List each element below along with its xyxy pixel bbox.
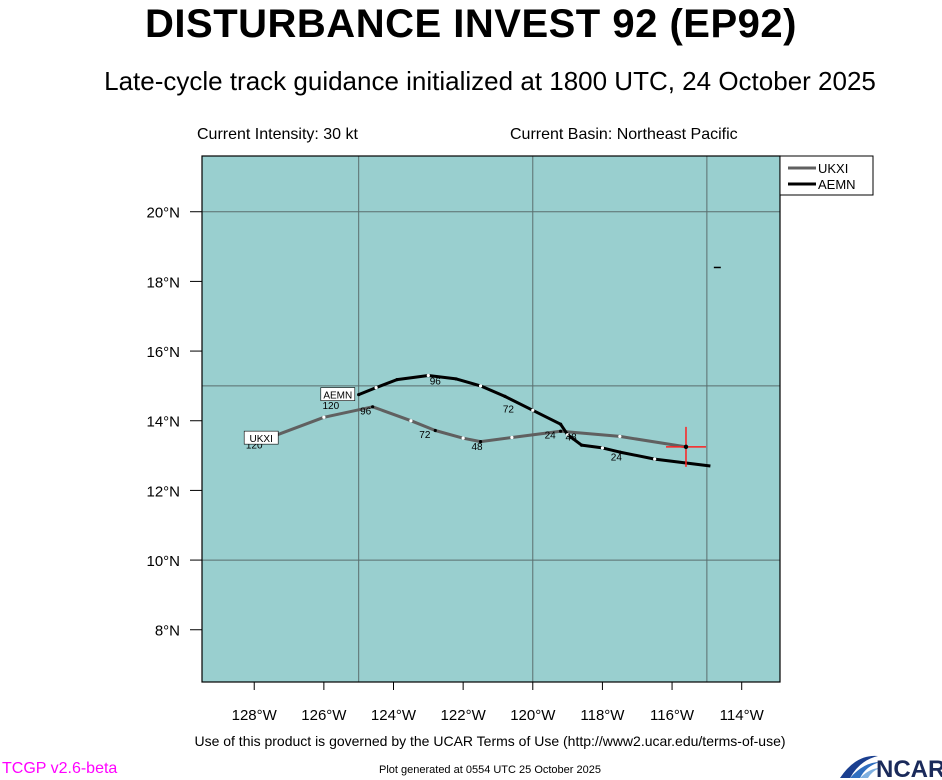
track-point [559,429,563,433]
track-point [600,446,605,450]
track-point [454,377,458,381]
track-point [559,422,563,426]
track-end-label-box [320,387,356,401]
forecast-hour-label: 72 [503,405,515,416]
track-point [618,434,622,439]
legend-label: UKXI [818,161,848,176]
ocean-area [202,156,780,682]
forecast-hour-label: 48 [472,442,484,453]
lat-tick-label: 16°N [146,344,180,361]
lat-tick-label: 20°N [146,205,180,222]
track-point [579,443,584,447]
track-point [566,433,570,437]
lon-tick-label: 124°W [371,707,417,724]
lat-tick-label: 14°N [146,414,180,431]
ncar-logo-text: NCAR [876,756,942,780]
lon-tick-label: 128°W [232,707,278,724]
forecast-hour-label: 120 [322,401,339,412]
track-point [618,450,622,454]
lon-tick-label: 116°W [650,707,695,724]
lon-tick-label: 126°W [301,707,347,724]
track-point [374,386,378,390]
forecast-hour-label: 24 [545,431,557,442]
lon-tick-label: 118°W [580,707,625,724]
lat-tick-label: 10°N [146,553,180,570]
page-subtitle: Late-cycle track guidance initialized at… [104,66,876,96]
lat-tick-label: 12°N [146,483,180,500]
page-title: DISTURBANCE INVEST 92 (EP92) [145,2,797,46]
ncar-logo: NCAR [840,755,942,780]
current-basin: Current Basin: Northeast Pacific [510,126,738,143]
forecast-hour-label: 96 [430,377,442,388]
forecast-hour-label: 72 [419,430,431,441]
current-position-dot [683,444,689,450]
track-point [409,419,413,423]
track-point [503,394,507,398]
track-end-label: UKXI [250,434,273,445]
track-point [653,457,657,461]
track-point [426,373,430,378]
track-point [510,435,514,440]
lon-tick-label: 114°W [720,707,765,724]
track-point [395,378,399,382]
forecast-hour-label: 96 [360,406,372,417]
track-end-label: AEMN [323,391,352,402]
lon-tick-label: 120°W [510,707,556,724]
track-point [478,384,483,388]
forecast-hour-label: 48 [566,432,578,443]
track-point [357,393,361,397]
lon-tick-label: 122°W [441,707,487,724]
version-label: TCGP v2.6-beta [2,760,118,777]
track-end-label-box [243,430,279,445]
legend-box [779,155,874,196]
map-frame [201,155,781,683]
track-point [461,436,465,440]
track-point [531,408,535,412]
plot-generated: Plot generated at 0554 UTC 25 October 20… [379,764,601,776]
legend-label: AEMN [818,177,856,192]
track-point [322,415,326,419]
track-point [371,405,375,409]
current-intensity: Current Intensity: 30 kt [197,126,358,143]
forecast-hour-label: 24 [611,452,623,463]
terms-of-use: Use of this product is governed by the U… [194,733,786,749]
track-point [433,428,437,433]
forecast-hour-label: 120 [246,440,263,451]
ncar-wave-icon [840,755,880,778]
track-point [478,440,483,444]
lat-tick-label: 8°N [155,623,180,640]
lat-tick-label: 18°N [146,274,180,291]
